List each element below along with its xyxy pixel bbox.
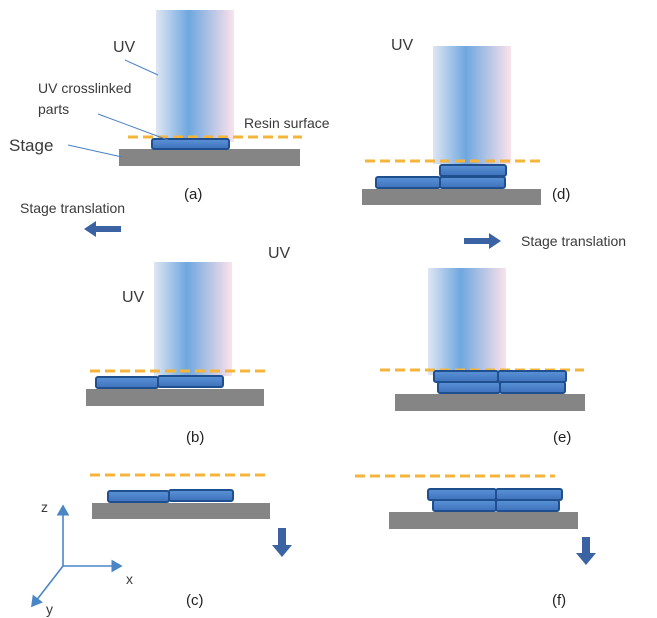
crosslinked-part: [495, 488, 563, 501]
stage: [389, 512, 578, 529]
crosslinked-part: [95, 376, 159, 389]
crosslinked-part: [495, 499, 560, 512]
z-axis-label: z: [41, 499, 48, 515]
uv-label: UV: [113, 39, 136, 56]
panel-c: z x y (c): [31, 473, 292, 617]
crosslinked-pointer-line: [97, 113, 169, 141]
panel-f: (f): [355, 474, 596, 609]
panel-a-caption: (a): [184, 186, 202, 203]
crosslinked-part: [497, 370, 567, 383]
panel-e: (e): [380, 268, 585, 446]
panel-b: UV UV (b): [86, 245, 291, 446]
y-axis: [31, 565, 64, 608]
uv-beam: [154, 262, 232, 376]
uv-beam: [433, 46, 511, 164]
crosslinked-part: [168, 489, 234, 502]
stage: [92, 503, 270, 519]
crosslinked-part: [375, 176, 441, 189]
crosslinked-part: [427, 488, 497, 501]
resin-surface-label: Resin surface: [244, 115, 330, 131]
panel-c-caption: (c): [186, 592, 204, 609]
crosslinked-part: [439, 164, 507, 177]
crosslinked-part: [439, 176, 506, 189]
down-arrow-icon: [272, 528, 292, 557]
stage: [362, 189, 541, 205]
xyz-axes: z x y: [31, 499, 133, 617]
panel-b-caption: (b): [186, 429, 204, 446]
stage-translation-label-left: Stage translation: [20, 200, 125, 216]
right-arrow-icon: [464, 233, 501, 249]
uv-pointer-line: [124, 59, 159, 76]
crosslinked-part: [499, 381, 566, 394]
uv-crosslinked-label: UV crosslinked: [38, 80, 131, 96]
uv-beam: [156, 10, 234, 142]
panel-e-caption: (e): [553, 429, 571, 446]
uv-label-right-b: UV: [268, 245, 291, 262]
panel-a: UV UV crosslinked parts Resin surface St…: [9, 10, 330, 237]
left-arrow-icon: [84, 221, 121, 237]
uv-crosslinked-label-line2: parts: [38, 101, 69, 117]
stage-pointer-line: [67, 144, 123, 158]
crosslinked-part: [433, 370, 499, 383]
y-axis-label: y: [46, 601, 53, 617]
uv-label: UV: [122, 289, 145, 306]
panel-d-caption: (d): [552, 186, 570, 203]
stage: [395, 394, 585, 411]
stage-translation-label-right: Stage translation: [521, 233, 626, 249]
crosslinked-part: [437, 381, 501, 394]
crosslinked-part: [157, 375, 224, 388]
panel-d: UV (d) Stage translation: [362, 37, 626, 249]
down-arrow-icon: [576, 537, 596, 565]
stage: [86, 389, 264, 406]
crosslinked-part: [432, 499, 497, 512]
crosslinked-part: [151, 138, 230, 150]
stage: [119, 149, 300, 166]
uv-beam: [428, 268, 506, 375]
crosslinked-part: [107, 490, 170, 503]
uv-label: UV: [391, 37, 414, 54]
stage-label: Stage: [9, 136, 53, 155]
x-axis-label: x: [126, 571, 133, 587]
panel-f-caption: (f): [552, 592, 566, 609]
